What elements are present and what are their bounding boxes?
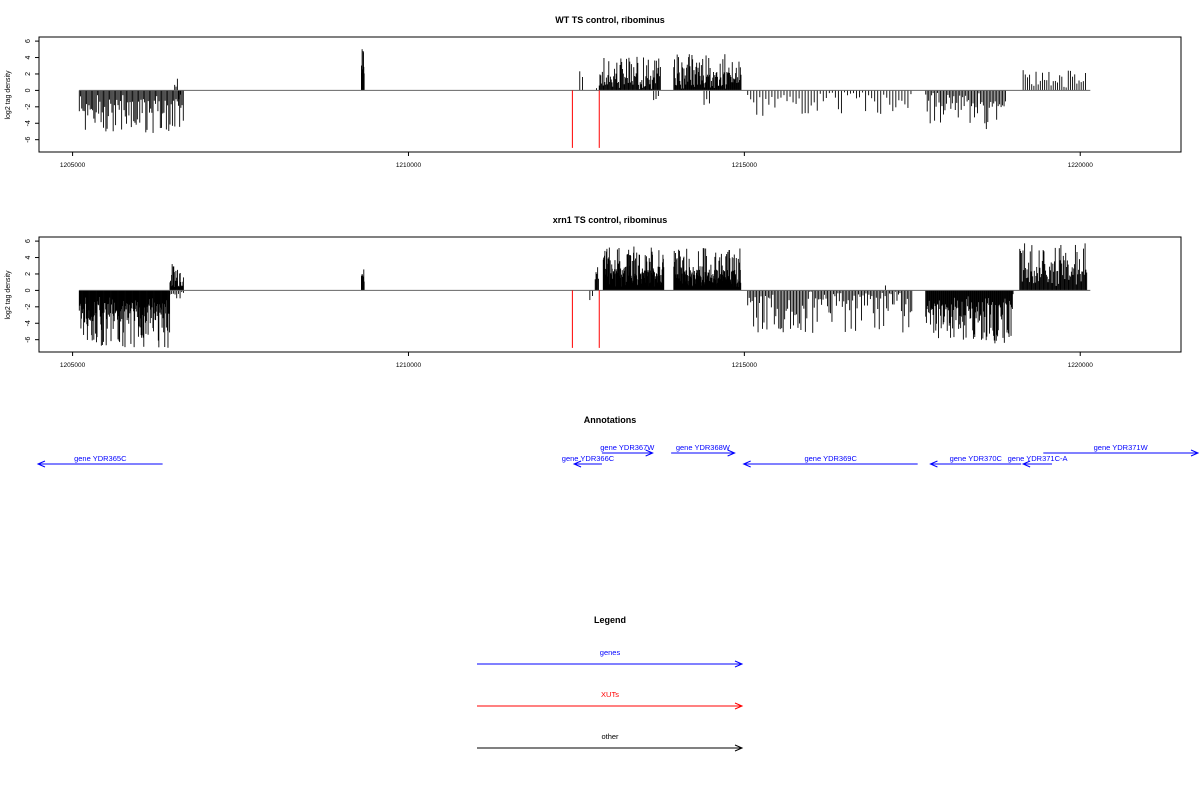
- y-tick-label: 2: [25, 72, 32, 76]
- track-panel-wt: WT TS control, ribominus log2 tag densit…: [5, 15, 1182, 169]
- plot-frame: [38, 236, 1182, 353]
- arrow-head-icon: [734, 744, 744, 752]
- axes: -6 -4 -2 0 2 4 6 1205000 1210000 1215000 1220000: [25, 239, 1093, 369]
- legend: Legend genes XUTs other: [477, 615, 744, 752]
- y-tick-label: -4: [25, 320, 32, 326]
- gene-annotation: gene YDR370C: [929, 454, 1022, 468]
- arrow-head-icon: [734, 660, 744, 668]
- legend-item: XUTs: [477, 690, 744, 710]
- axes: -6 -4 -2 0 2 4 6 1205000 1210000 1215000 1220000: [25, 39, 1093, 169]
- x-tick-label: 1220000: [1068, 162, 1094, 169]
- strand-arrow-icon: [1190, 449, 1200, 457]
- y-tick-label: 4: [25, 255, 32, 259]
- panel-title: WT TS control, ribominus: [555, 15, 665, 25]
- xut-markers: [571, 290, 600, 348]
- legend-title: Legend: [594, 615, 626, 625]
- strand-arrow-icon: [1021, 460, 1031, 468]
- y-tick-label: -2: [25, 104, 32, 110]
- y-tick-label: 6: [25, 39, 32, 43]
- legend-label: other: [601, 732, 619, 741]
- x-tick-label: 1215000: [732, 362, 758, 369]
- legend-label: genes: [600, 648, 621, 657]
- strand-arrow-icon: [572, 460, 582, 468]
- x-tick-label: 1220000: [1068, 362, 1094, 369]
- density-bars: [78, 243, 1091, 348]
- gene-annotation: gene YDR369C: [742, 454, 918, 468]
- gene-label: gene YDR369C: [804, 454, 857, 463]
- gene-annotation: gene YDR371C-A: [1008, 454, 1068, 468]
- y-tick-label: -6: [25, 336, 32, 342]
- gene-label: gene YDR367W: [600, 443, 655, 452]
- strand-arrow-icon: [727, 449, 736, 457]
- gene-label: gene YDR371C-A: [1008, 454, 1068, 463]
- gene-annotation: gene YDR367W: [600, 443, 655, 457]
- annotations-title: Annotations: [584, 415, 637, 425]
- x-tick-label: 1210000: [396, 362, 422, 369]
- xut-markers: [571, 90, 600, 148]
- density-bars: [78, 49, 1091, 133]
- legend-items: genes XUTs other: [477, 648, 744, 752]
- y-axis-label: log2 tag density: [5, 270, 12, 320]
- x-tick-label: 1205000: [60, 362, 86, 369]
- annotations-track: Annotations gene YDR365C gene YDR366Cgene…: [36, 415, 1200, 468]
- strand-arrow-icon: [742, 460, 751, 468]
- legend-item: other: [477, 732, 744, 752]
- legend-item: genes: [477, 648, 744, 668]
- gene-label: gene YDR368W: [676, 443, 731, 452]
- arrow-head-icon: [734, 702, 744, 710]
- gene-annotation: gene YDR365C: [36, 454, 163, 468]
- strand-arrow-icon: [645, 449, 654, 457]
- track-panel-xrn1: xrn1 TS control, ribominus log2 tag dens…: [5, 215, 1182, 369]
- gene-label: gene YDR370C: [950, 454, 1003, 463]
- gene-label: gene YDR371W: [1094, 443, 1149, 452]
- y-tick-label: 4: [25, 55, 32, 59]
- panel-title: xrn1 TS control, ribominus: [553, 215, 668, 225]
- y-axis-label: log2 tag density: [5, 70, 12, 120]
- x-tick-label: 1205000: [60, 162, 86, 169]
- legend-label: XUTs: [601, 690, 619, 699]
- strand-arrow-icon: [36, 460, 46, 468]
- gene-label: gene YDR365C: [74, 454, 127, 463]
- plot-frame: [38, 36, 1182, 153]
- gene-list: gene YDR365C gene YDR366C gene YDR367W gene…: [36, 443, 1200, 468]
- gene-label: gene YDR366C: [562, 454, 615, 463]
- y-tick-label: 0: [25, 288, 32, 292]
- x-tick-label: 1210000: [396, 162, 422, 169]
- y-tick-label: -2: [25, 304, 32, 310]
- y-tick-label: 2: [25, 272, 32, 276]
- gene-annotation: gene YDR371W: [1043, 443, 1200, 457]
- y-tick-label: -6: [25, 136, 32, 142]
- x-tick-label: 1215000: [732, 162, 758, 169]
- y-tick-label: 0: [25, 88, 32, 92]
- strand-arrow-icon: [929, 460, 938, 468]
- y-tick-label: 6: [25, 239, 32, 243]
- gene-annotation: gene YDR368W: [671, 443, 736, 457]
- y-tick-label: -4: [25, 120, 32, 126]
- gene-annotation: gene YDR366C: [562, 454, 615, 468]
